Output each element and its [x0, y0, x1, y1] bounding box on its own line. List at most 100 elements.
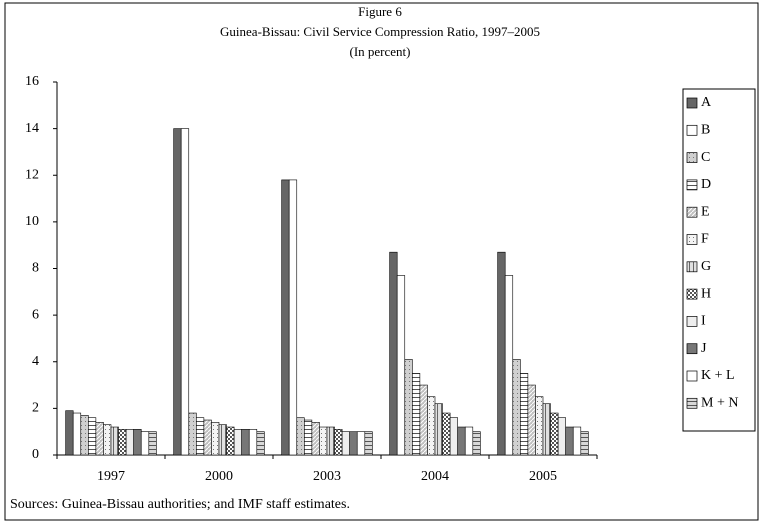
x-tick-label: 2003	[313, 469, 341, 484]
bar	[281, 179, 290, 456]
bar	[256, 431, 265, 456]
bar	[457, 426, 466, 456]
y-tick-label: 2	[32, 401, 39, 416]
bar	[80, 415, 89, 456]
frame	[4, 2, 759, 521]
bar	[319, 426, 328, 456]
y-tick-label: 0	[32, 447, 39, 462]
bar	[118, 429, 127, 456]
bar	[449, 417, 458, 456]
bar	[565, 426, 574, 456]
source-note: Sources: Guinea-Bissau authorities; and …	[10, 497, 350, 512]
bar	[173, 128, 182, 456]
legend-label: E	[701, 204, 710, 219]
bar	[148, 431, 157, 456]
bar	[133, 429, 142, 456]
bar	[472, 431, 481, 456]
bar	[241, 429, 250, 456]
bar	[65, 410, 74, 456]
y-tick-label: 10	[25, 214, 39, 229]
bar	[349, 431, 358, 456]
legend-swatch	[686, 288, 698, 300]
bar	[497, 251, 506, 456]
legend-label: B	[701, 123, 710, 138]
legend-label: K + L	[701, 368, 735, 383]
bar	[434, 403, 443, 456]
legend-swatch	[686, 343, 698, 355]
legend-swatch	[686, 370, 698, 382]
y-tick-label: 14	[25, 121, 39, 136]
legend-label: G	[701, 259, 711, 274]
x-tick-label: 2004	[421, 469, 449, 484]
legend-label: H	[701, 286, 711, 301]
bar	[196, 417, 205, 456]
bar	[226, 426, 235, 456]
x-tick-label: 1997	[97, 469, 125, 484]
bar	[527, 384, 536, 456]
legend-swatch	[686, 97, 698, 109]
bar	[326, 426, 335, 456]
bar	[88, 417, 97, 456]
legend-swatch	[686, 179, 698, 191]
bar	[248, 429, 258, 456]
bar	[557, 417, 566, 456]
bar	[125, 429, 134, 456]
bar	[288, 179, 298, 456]
y-tick-label: 4	[32, 354, 39, 369]
legend-swatch	[686, 152, 698, 163]
bar	[72, 412, 82, 456]
bar	[572, 426, 582, 456]
bar	[140, 431, 150, 456]
x-tick-label: 2000	[205, 469, 233, 484]
bar	[389, 251, 398, 456]
bar	[542, 403, 551, 456]
bar	[103, 424, 112, 456]
chart-subtitle: Guinea-Bissau: Civil Service Compression…	[220, 24, 540, 39]
bar	[464, 426, 474, 456]
legend-swatch	[686, 234, 698, 245]
bar	[110, 426, 119, 456]
bar	[233, 429, 242, 456]
legend-label: F	[701, 232, 709, 247]
bar	[512, 359, 521, 456]
bar	[535, 396, 544, 456]
chart-title: Figure 6	[358, 4, 402, 19]
x-tick-label: 2005	[529, 469, 557, 484]
bar	[95, 422, 104, 456]
bar	[396, 275, 406, 456]
bar	[356, 431, 366, 456]
bar	[218, 424, 227, 456]
bar	[427, 396, 436, 456]
y-tick-label: 12	[25, 167, 39, 182]
legend-label: C	[701, 150, 710, 165]
y-tick-label: 6	[32, 307, 39, 322]
bar	[504, 275, 514, 456]
legend-swatch	[686, 261, 698, 273]
bar	[296, 417, 305, 456]
legend-label: I	[701, 314, 706, 329]
bar	[211, 422, 220, 456]
bar	[311, 422, 320, 456]
bar	[180, 128, 190, 456]
bar	[188, 412, 197, 456]
bar	[203, 419, 212, 456]
bar	[404, 359, 413, 456]
y-tick-label: 8	[32, 261, 39, 276]
legend-swatch	[686, 397, 698, 409]
bar	[412, 373, 421, 456]
legend-label: A	[701, 95, 712, 110]
legend-label: J	[701, 341, 707, 356]
bar	[304, 419, 313, 456]
legend-swatch	[686, 124, 698, 136]
y-tick-label: 16	[25, 74, 39, 89]
bar	[419, 384, 428, 456]
legend-label: M + N	[701, 396, 738, 411]
bar	[364, 431, 373, 456]
bar	[334, 429, 343, 456]
bar	[580, 431, 589, 456]
bar	[520, 373, 529, 456]
bar	[550, 412, 559, 456]
legend-label: D	[701, 177, 711, 192]
unit-note: (In percent)	[350, 44, 411, 59]
